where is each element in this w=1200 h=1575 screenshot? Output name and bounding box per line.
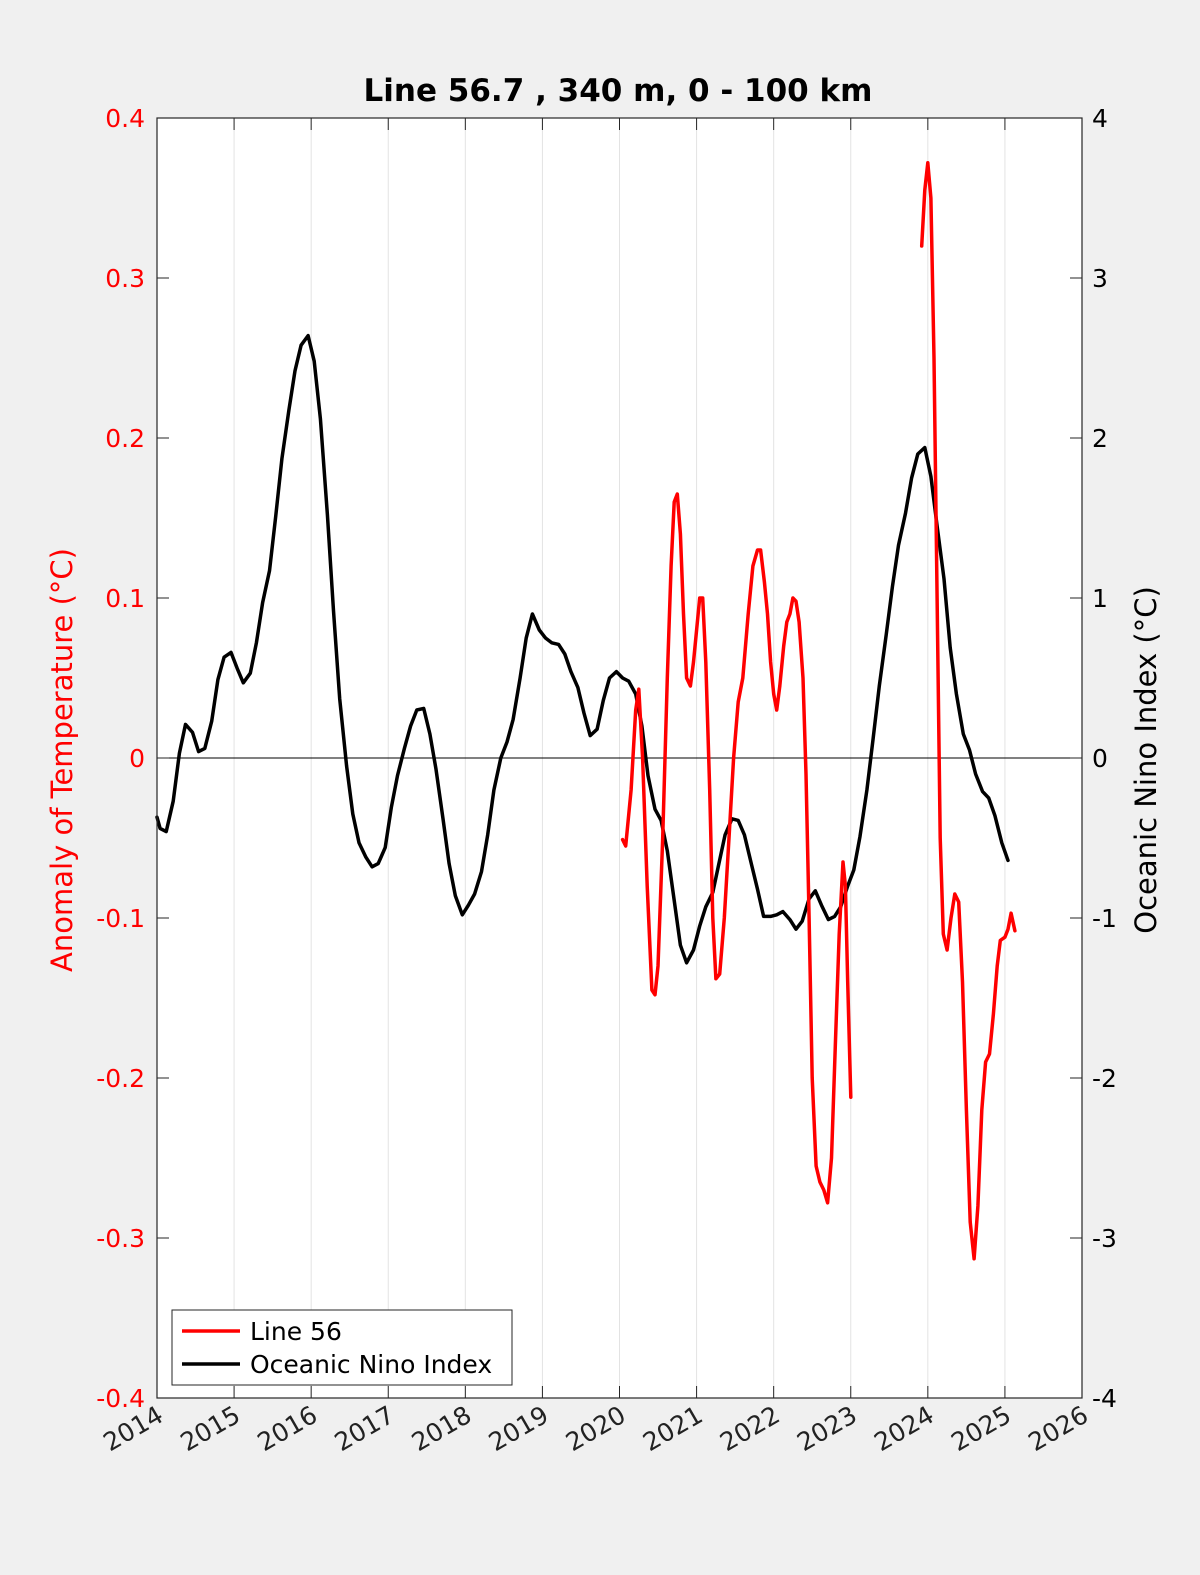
y-right-tick-label: 3 (1092, 264, 1108, 293)
y-left-tick-label: -0.3 (96, 1224, 145, 1253)
y-left-tick-label: -0.1 (96, 904, 145, 933)
series-line-oceanic-nino-index (155, 333, 1010, 965)
right-axis-ticks: 4 3 2 1 0 -1 -2 -3 -4 (1070, 104, 1117, 1413)
legend-label-line-56: Line 56 (250, 1317, 342, 1346)
series-line-line-56 (919, 161, 1017, 1261)
left-axis-ticks: 0.4 0.3 0.2 0.1 0 -0.1 -0.2 -0.3 -0.4 (96, 104, 169, 1413)
y-left-tick-label: 0 (129, 744, 145, 773)
legend-label-oceanic-nino-index: Oceanic Nino Index (250, 1350, 492, 1379)
chart-title: Line 56.7 , 340 m, 0 - 100 km (364, 73, 873, 109)
y-left-tick-label: -0.4 (96, 1384, 145, 1413)
y-left-tick-label: -0.2 (96, 1064, 145, 1093)
y-left-tick-label: 0.4 (105, 104, 145, 133)
y-right-tick-label: -3 (1092, 1224, 1117, 1253)
y-right-tick-label: 0 (1092, 744, 1108, 773)
y-right-tick-label: -4 (1092, 1384, 1117, 1413)
y-right-tick-label: 2 (1092, 424, 1108, 453)
y-right-tick-label: -1 (1092, 904, 1117, 933)
y-right-tick-label: 4 (1092, 104, 1108, 133)
y-left-tick-label: 0.1 (105, 584, 145, 613)
y-right-tick-label: -2 (1092, 1064, 1117, 1093)
y-left-tick-label: 0.3 (105, 264, 145, 293)
series-line-line-56 (620, 492, 853, 1205)
y-axis-right-label: Oceanic Nino Index (°C) (1129, 586, 1163, 934)
y-axis-left-label: Anomaly of Temperature (°C) (45, 548, 79, 972)
legend: Line 56 Oceanic Nino Index (171, 1309, 513, 1386)
y-left-tick-label: 0.2 (105, 424, 145, 453)
legend-box (171, 1309, 513, 1386)
series-layer (155, 161, 1017, 1261)
y-right-tick-label: 1 (1092, 584, 1108, 613)
